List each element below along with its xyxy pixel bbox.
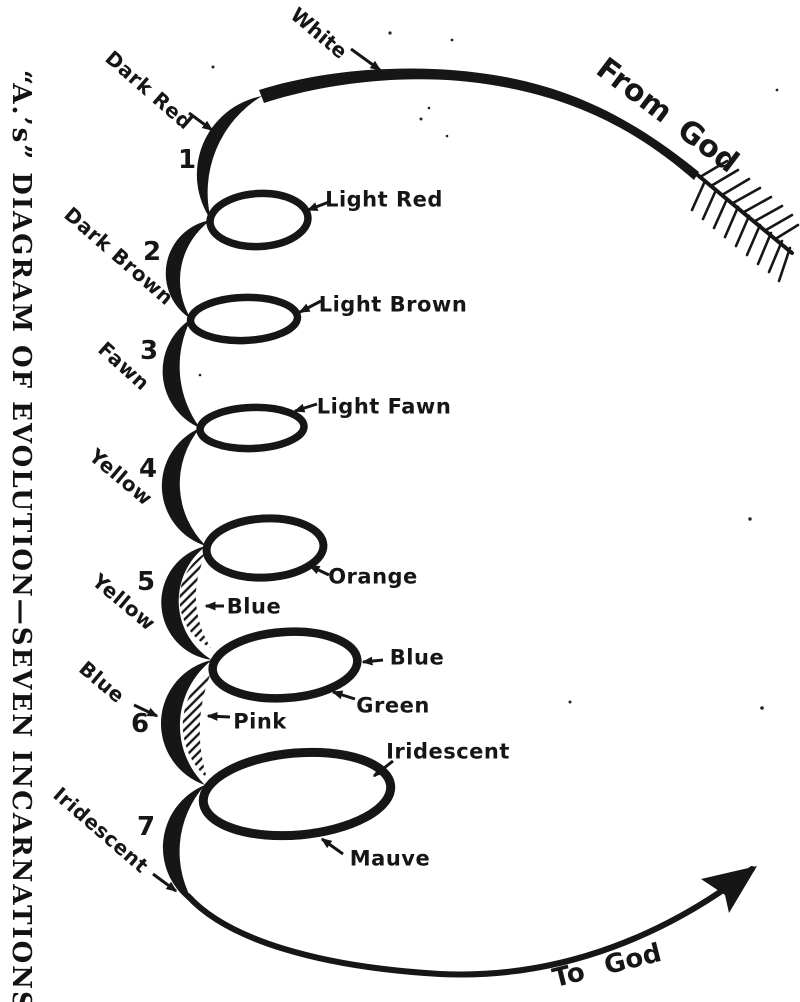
- hatch-band-5: [179, 552, 211, 648]
- arrow-to-orange: [308, 564, 330, 577]
- loop-ellipse-5: [208, 627, 362, 703]
- ascent-curve: [185, 866, 755, 978]
- loop-number-7: 7: [136, 812, 156, 842]
- spiral-arc-2: [165, 220, 211, 319]
- loop-ellipse-3: [196, 403, 308, 453]
- loop-number-6: 6: [130, 709, 150, 739]
- loop-label-light-brown: Light Brown: [318, 292, 468, 317]
- loop-number-1: 1: [177, 145, 197, 175]
- page-title: “A.’s” DIAGRAM OF EVOLUTION—SEVEN INCARN…: [6, 70, 36, 1002]
- loop-number-4: 4: [138, 454, 158, 484]
- arrow-to-blue-outer: [133, 703, 159, 718]
- arrow-to-white: [350, 47, 382, 72]
- loop-number-5: 5: [136, 567, 156, 597]
- loop-label-orange: Orange: [328, 564, 418, 589]
- loop-number-3: 3: [139, 336, 159, 366]
- spiral-arc-6: [160, 660, 212, 785]
- inner-label-pink: Pink: [233, 709, 287, 734]
- fletched-arrow-tail-icon: [690, 159, 800, 283]
- descent-curve: [259, 68, 699, 180]
- loop-ellipse-6: [198, 747, 396, 841]
- arrow-to-mauve: [320, 837, 344, 856]
- spiral-arc-5: [161, 546, 212, 660]
- arrow-to-light-fawn: [293, 402, 318, 413]
- loop-label-green: Green: [356, 693, 430, 718]
- arrow-to-blue-loop: [361, 656, 384, 666]
- loop-label-iridescent: Iridescent: [386, 739, 510, 764]
- spiral-arc-4: [161, 428, 206, 546]
- loop-ellipse-2: [186, 293, 302, 345]
- loop-label-blue: Blue: [389, 645, 445, 670]
- arrow-to-light-red: [306, 200, 330, 212]
- arrow-to-dark-red: [188, 111, 214, 132]
- loop-ellipse-1: [206, 189, 312, 251]
- loop-label-mauve: Mauve: [349, 846, 431, 871]
- loop-label-light-red: Light Red: [325, 187, 443, 212]
- loop-ellipse-4: [202, 514, 328, 582]
- hatch-band-6: [182, 668, 213, 778]
- spiral-arc-3: [162, 319, 200, 428]
- to-god-arrowhead-icon: [701, 866, 757, 913]
- loop-label-light-fawn: Light Fawn: [316, 394, 452, 419]
- arrow-to-pink: [206, 711, 231, 721]
- arrow-to-iridescent-loop: [372, 759, 394, 778]
- arrow-to-green: [331, 690, 356, 701]
- spiral-arc-7: [162, 785, 205, 905]
- inner-label-blue: Blue: [226, 594, 282, 619]
- arrow-to-iridescent-outer: [152, 872, 178, 893]
- arrow-to-light-brown: [298, 299, 322, 314]
- loop-number-2: 2: [142, 237, 162, 267]
- scan-specks: [198, 31, 779, 710]
